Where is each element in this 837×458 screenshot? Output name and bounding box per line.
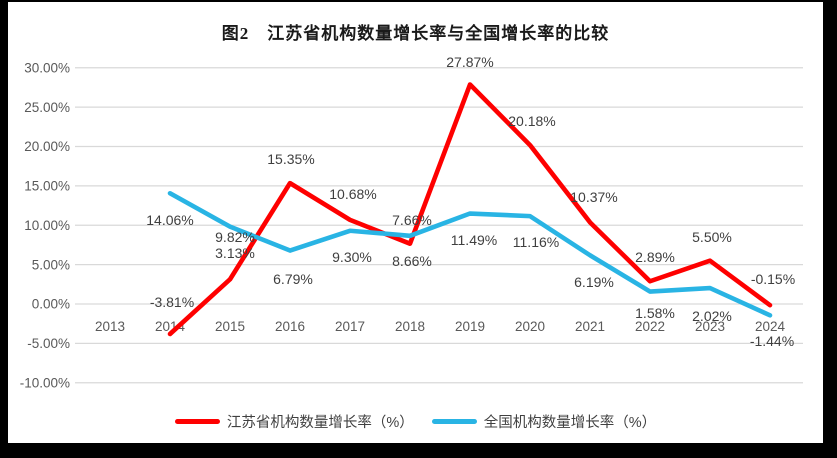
y-tick-label: 5.00% (32, 257, 70, 272)
y-tick-label: 20.00% (24, 139, 70, 154)
x-tick-label: 2022 (635, 319, 665, 334)
data-label-jiangsu: 27.87% (446, 54, 493, 70)
x-tick-label: 2023 (695, 319, 725, 334)
data-label-jiangsu: 7.66% (392, 212, 432, 228)
chart-panel: 30.00% 25.00% 20.00% 15.00% 10.00% 5.00% 0.00%… (8, 2, 823, 443)
data-label-national: -1.44% (750, 333, 794, 349)
data-label-jiangsu: -0.15% (751, 271, 795, 287)
y-tick-label: -5.00% (27, 336, 70, 351)
x-tick-label: 2020 (515, 319, 545, 334)
y-tick-label: 25.00% (24, 100, 70, 115)
data-label-national: 14.06% (146, 212, 193, 228)
data-label-jiangsu: 3.13% (215, 245, 255, 261)
legend-line-icon-jiangsu (174, 419, 220, 424)
x-tick-label: 2021 (575, 319, 605, 334)
legend-label-jiangsu: 江苏省机构数量增长率（%） (226, 415, 414, 431)
data-label-jiangsu: 10.68% (329, 186, 376, 202)
y-tick-label: 30.00% (24, 60, 70, 75)
series-line-national (167, 190, 773, 318)
data-label-national: 9.30% (332, 249, 372, 265)
y-tick-label: 10.00% (24, 218, 70, 233)
data-label-national: 8.66% (392, 253, 432, 269)
data-label-national: 6.19% (574, 274, 614, 290)
legend-item-jiangsu: 江苏省机构数量增长率（%） (174, 411, 414, 432)
y-tick-label: 15.00% (24, 179, 70, 194)
data-label-national: 1.58% (635, 305, 675, 321)
data-label-national: 2.02% (692, 308, 732, 324)
x-tick-label: 2018 (395, 319, 425, 334)
data-label-national: 11.16% (513, 234, 559, 250)
data-label-jiangsu: 10.37% (570, 189, 617, 205)
data-label-jiangsu: 5.50% (692, 229, 732, 245)
data-label-national: 11.49% (451, 232, 497, 248)
x-tick-label: 2014 (155, 319, 186, 334)
chart-title: 图2 江苏省机构数量增长率与全国增长率的比较 (221, 24, 610, 43)
data-label-jiangsu: 15.35% (267, 151, 314, 167)
x-tick-label: 2017 (335, 319, 365, 334)
legend-label-national: 全国机构数量增长率（%） (483, 415, 657, 431)
legend-line-icon-national (431, 419, 477, 424)
chart-legend: 江苏省机构数量增长率（%） 全国机构数量增长率（%） (8, 411, 823, 432)
x-tick-label: 2013 (95, 319, 125, 334)
x-tick-label: 2024 (755, 319, 786, 334)
series-line-jiangsu (167, 82, 773, 337)
x-tick-label: 2015 (215, 319, 245, 334)
data-label-national: 6.79% (273, 271, 313, 287)
y-tick-label: -10.00% (20, 375, 70, 390)
legend-item-national: 全国机构数量增长率（%） (431, 411, 657, 432)
data-label-jiangsu: -3.81% (150, 294, 194, 310)
y-tick-label: 0.00% (32, 297, 70, 312)
x-tick-label: 2019 (455, 319, 485, 334)
data-label-jiangsu: 20.18% (508, 113, 555, 129)
data-label-jiangsu: 2.89% (635, 249, 675, 265)
chart-plot: 30.00% 25.00% 20.00% 15.00% 10.00% 5.00% 0.00%… (20, 54, 803, 390)
x-tick-label: 2016 (275, 319, 305, 334)
data-label-national: 9.82% (215, 229, 255, 245)
